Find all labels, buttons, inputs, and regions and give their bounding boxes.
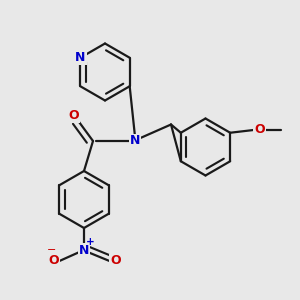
Text: O: O	[68, 109, 79, 122]
Text: N: N	[75, 51, 86, 64]
Text: O: O	[49, 254, 59, 268]
Text: −: −	[47, 244, 56, 255]
Text: N: N	[130, 134, 140, 148]
Text: O: O	[254, 123, 265, 136]
Text: +: +	[86, 237, 95, 247]
Text: O: O	[110, 254, 121, 268]
Text: N: N	[79, 244, 89, 257]
